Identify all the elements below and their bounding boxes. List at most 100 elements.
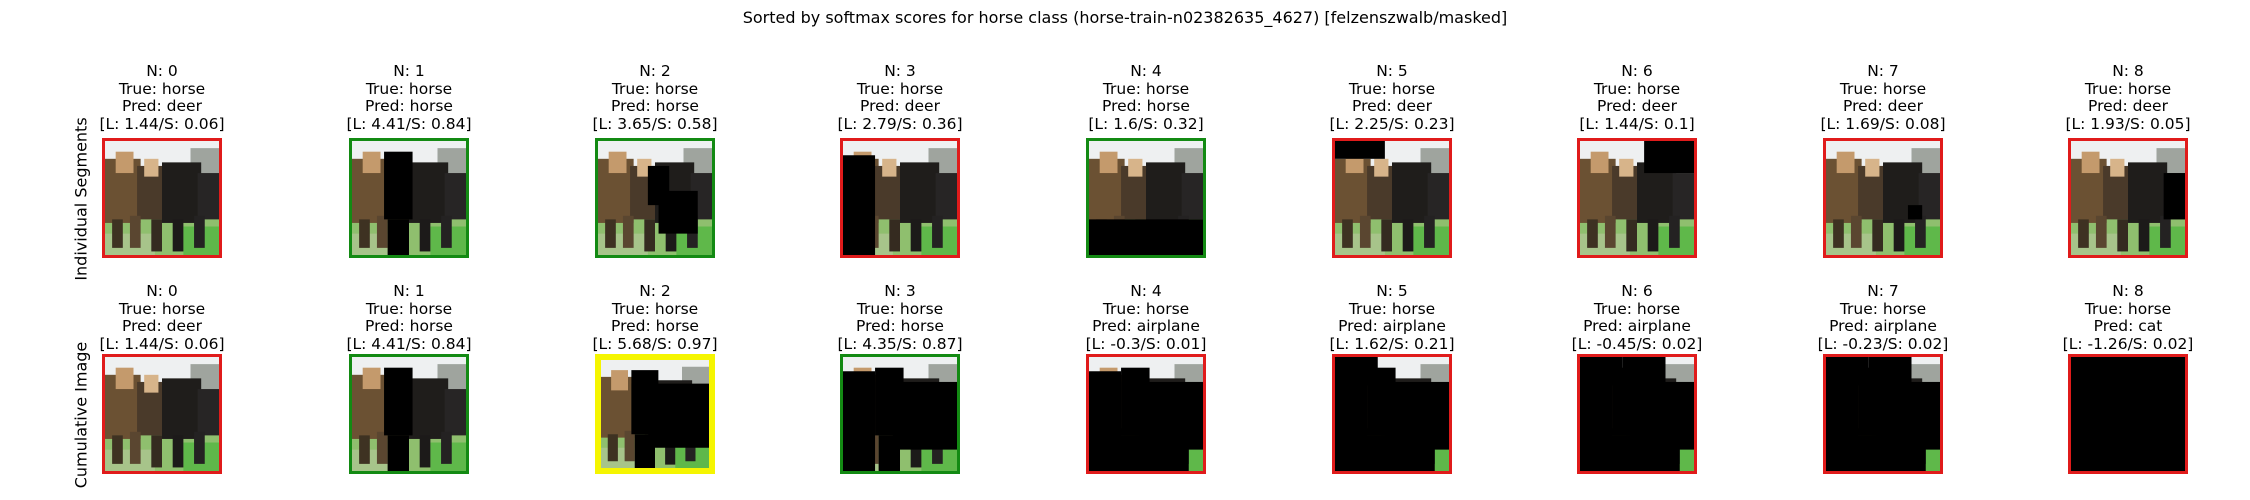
- caption-pred: Pred: airplane: [1092, 317, 1200, 335]
- caption-n: N: 0: [146, 282, 178, 300]
- segment-image: [2068, 138, 2188, 258]
- caption-score: [L: 4.41/S: 0.84]: [346, 334, 472, 353]
- segment-image: [595, 138, 715, 258]
- panel-caption: N: 3 True: horse Pred: horse [L: 4.35/S: 0.…: [820, 282, 980, 353]
- caption-n: N: 5: [1376, 62, 1408, 80]
- panel-caption: N: 8 True: horse Pred: cat [L: -1.26/S: 0.0…: [2048, 282, 2208, 353]
- caption-score: [L: 2.25/S: 0.23]: [1329, 114, 1455, 133]
- caption-score: [L: -0.3/S: 0.01]: [1085, 334, 1207, 353]
- caption-pred: Pred: deer: [122, 97, 202, 115]
- segment-image: [840, 354, 960, 474]
- panel-row1-n2: N: 2 True: horse Pred: horse [L: 5.68/S: 0.…: [575, 282, 735, 474]
- caption-pred: Pred: horse: [611, 317, 699, 335]
- panel-caption: N: 1 True: horse Pred: horse [L: 4.41/S: 0.…: [329, 282, 489, 353]
- panel-row0-n2: N: 2 True: horse Pred: horse [L: 3.65/S: 0.…: [575, 62, 735, 258]
- panel-caption: N: 7 True: horse Pred: airplane [L: -0.23/S…: [1803, 282, 1963, 353]
- segment-image: [2068, 354, 2188, 474]
- caption-pred: Pred: airplane: [1338, 317, 1446, 335]
- caption-n: N: 4: [1130, 62, 1162, 80]
- segment-image: [1086, 138, 1206, 258]
- panel-caption: N: 7 True: horse Pred: deer [L: 1.69/S: 0.0…: [1803, 62, 1963, 133]
- horse-image: [601, 360, 709, 468]
- horse-image: [1335, 357, 1449, 471]
- caption-score: [L: -1.26/S: 0.02]: [2062, 334, 2194, 353]
- horse-image: [1580, 141, 1694, 255]
- panel-caption: N: 5 True: horse Pred: airplane [L: 1.62/S:…: [1312, 282, 1472, 353]
- caption-pred: Pred: horse: [611, 97, 699, 115]
- panel-caption: N: 3 True: horse Pred: deer [L: 2.79/S: 0.3…: [820, 62, 980, 133]
- caption-n: N: 2: [639, 62, 671, 80]
- horse-image: [352, 357, 466, 471]
- caption-score: [L: 1.6/S: 0.32]: [1088, 114, 1204, 133]
- segment-image: [349, 354, 469, 474]
- row-label-cumulative-image: Cumulative Image: [71, 341, 91, 489]
- caption-n: N: 3: [884, 282, 916, 300]
- caption-n: N: 2: [639, 282, 671, 300]
- row-label-individual-segments: Individual Segments: [71, 117, 91, 281]
- segment-image: [349, 138, 469, 258]
- panel-row1-n8: N: 8 True: horse Pred: cat [L: -1.26/S: 0.0…: [2048, 282, 2208, 474]
- caption-pred: Pred: airplane: [1829, 317, 1937, 335]
- caption-true-label: True: horse: [1102, 299, 1190, 318]
- figure-title: Sorted by softmax scores for horse class…: [742, 8, 1508, 27]
- segment-image: [1577, 354, 1697, 474]
- segment-image: [1332, 354, 1452, 474]
- horse-image: [105, 357, 219, 471]
- horse-image: [1580, 357, 1694, 471]
- horse-image: [843, 141, 957, 255]
- panel-row1-n3: N: 3 True: horse Pred: horse [L: 4.35/S: 0.…: [820, 282, 980, 474]
- caption-pred: Pred: cat: [2093, 317, 2163, 335]
- caption-n: N: 6: [1621, 282, 1653, 300]
- caption-n: N: 3: [884, 62, 916, 80]
- caption-true-label: True: horse: [1348, 79, 1436, 98]
- caption-true-label: True: horse: [118, 299, 206, 318]
- caption-n: N: 0: [146, 62, 178, 80]
- panel-caption: N: 6 True: horse Pred: deer [L: 1.44/S: 0.1…: [1557, 62, 1717, 133]
- caption-score: [L: 1.69/S: 0.08]: [1820, 114, 1946, 133]
- caption-n: N: 1: [393, 62, 425, 80]
- caption-n: N: 1: [393, 282, 425, 300]
- caption-n: N: 5: [1376, 282, 1408, 300]
- panel-caption: N: 0 True: horse Pred: deer [L: 1.44/S: 0.0…: [82, 282, 242, 353]
- caption-true-label: True: horse: [2084, 79, 2172, 98]
- panel-row1-n4: N: 4 True: horse Pred: airplane [L: -0.3/S:…: [1066, 282, 1226, 474]
- caption-pred: Pred: deer: [122, 317, 202, 335]
- panel-row0-n5: N: 5 True: horse Pred: deer [L: 2.25/S: 0.2…: [1312, 62, 1472, 258]
- panel-row0-n4: N: 4 True: horse Pred: horse [L: 1.6/S: 0.3…: [1066, 62, 1226, 258]
- caption-true-label: True: horse: [1839, 299, 1927, 318]
- caption-pred: Pred: airplane: [1583, 317, 1691, 335]
- panel-row0-n1: N: 1 True: horse Pred: horse [L: 4.41/S: 0.…: [329, 62, 489, 258]
- caption-pred: Pred: deer: [1597, 97, 1677, 115]
- panel-row1-n0: N: 0 True: horse Pred: deer [L: 1.44/S: 0.0…: [82, 282, 242, 474]
- caption-n: N: 8: [2112, 282, 2144, 300]
- panel-row0-n0: N: 0 True: horse Pred: deer [L: 1.44/S: 0.0…: [82, 62, 242, 258]
- caption-true-label: True: horse: [1348, 299, 1436, 318]
- panel-caption: N: 1 True: horse Pred: horse [L: 4.41/S: 0.…: [329, 62, 489, 133]
- horse-image: [598, 141, 712, 255]
- caption-n: N: 7: [1867, 62, 1899, 80]
- caption-n: N: 8: [2112, 62, 2144, 80]
- caption-score: [L: 1.44/S: 0.1]: [1579, 114, 1695, 133]
- segment-image: [1332, 138, 1452, 258]
- caption-true-label: True: horse: [2084, 299, 2172, 318]
- panel-row0-n3: N: 3 True: horse Pred: deer [L: 2.79/S: 0.3…: [820, 62, 980, 258]
- segment-image: [1823, 354, 1943, 474]
- panel-caption: N: 4 True: horse Pred: horse [L: 1.6/S: 0.3…: [1066, 62, 1226, 133]
- panel-caption: N: 8 True: horse Pred: deer [L: 1.93/S: 0.0…: [2048, 62, 2208, 133]
- panel-caption: N: 0 True: horse Pred: deer [L: 1.44/S: 0.0…: [82, 62, 242, 133]
- caption-score: [L: 1.62/S: 0.21]: [1329, 334, 1455, 353]
- panel-row1-n5: N: 5 True: horse Pred: airplane [L: 1.62/S:…: [1312, 282, 1472, 474]
- caption-pred: Pred: deer: [860, 97, 940, 115]
- caption-true-label: True: horse: [611, 79, 699, 98]
- caption-n: N: 6: [1621, 62, 1653, 80]
- caption-pred: Pred: horse: [365, 97, 453, 115]
- segment-image: [840, 138, 960, 258]
- segment-image: [595, 354, 715, 474]
- panel-caption: N: 6 True: horse Pred: airplane [L: -0.45/S…: [1557, 282, 1717, 353]
- horse-image: [1826, 357, 1940, 471]
- caption-true-label: True: horse: [1839, 79, 1927, 98]
- horse-image: [843, 357, 957, 471]
- caption-n: N: 7: [1867, 282, 1899, 300]
- caption-true-label: True: horse: [118, 79, 206, 98]
- caption-score: [L: -0.23/S: 0.02]: [1817, 334, 1949, 353]
